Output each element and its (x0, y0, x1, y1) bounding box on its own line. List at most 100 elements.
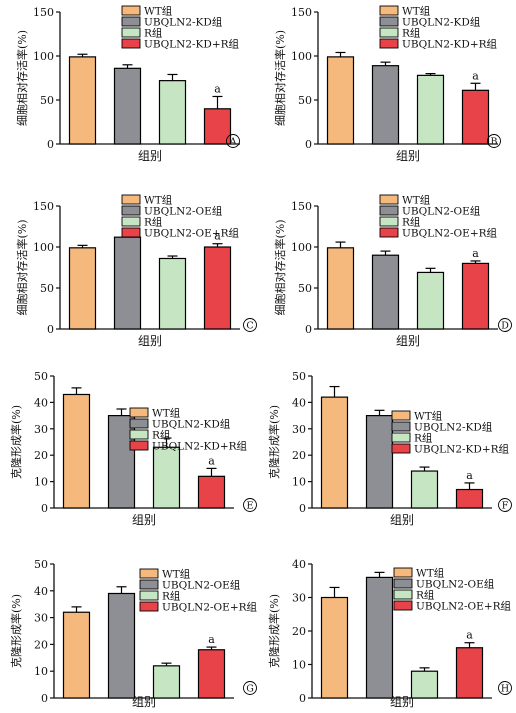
y-tick-label: 0 (47, 323, 54, 336)
legend-label: UBQLN2-KD组 (152, 418, 231, 431)
panel-marker-letter: F (502, 501, 509, 512)
y-tick-label: 30 (34, 612, 48, 625)
y-tick-label: 40 (292, 558, 306, 571)
y-tick-label: 100 (33, 50, 54, 63)
panel-marker-circle (243, 318, 257, 332)
legend-swatch (129, 429, 149, 440)
legend-swatch (379, 27, 399, 38)
panel-marker-circle (498, 318, 512, 332)
bar-2 (107, 592, 136, 699)
significance-label: a (472, 247, 479, 260)
y-tick-label: 150 (33, 6, 54, 19)
bar-3 (152, 446, 181, 509)
x-axis-label: 组别 (390, 513, 414, 527)
panel-marker-letter: B (491, 137, 498, 148)
bar-2 (371, 65, 400, 145)
bar-3 (410, 670, 439, 699)
bar-2 (113, 236, 142, 330)
y-tick-label: 150 (291, 200, 312, 213)
bar-4 (197, 475, 226, 509)
panel-marker-circle (498, 498, 512, 512)
bar-4 (461, 89, 490, 145)
bar-1 (326, 56, 355, 145)
legend-swatch (391, 421, 411, 432)
significance-label: a (472, 69, 479, 82)
panel-marker-circle (243, 498, 257, 512)
legend-label: R组 (144, 27, 163, 40)
y-tick-label: 100 (291, 241, 312, 254)
legend-swatch (391, 410, 411, 421)
y-tick-label: 50 (292, 370, 306, 383)
y-tick-label: 0 (41, 502, 48, 515)
legend-label: R组 (144, 216, 163, 229)
legend-label: WT组 (402, 5, 431, 18)
y-tick-label: 50 (298, 282, 312, 295)
y-tick-label: 0 (47, 138, 54, 151)
legend-label: WT组 (162, 568, 191, 581)
bar-1 (320, 396, 349, 509)
legend-swatch (129, 418, 149, 429)
legend-swatch (379, 194, 399, 205)
y-tick-label: 0 (305, 323, 312, 336)
y-tick-label: 20 (34, 638, 48, 651)
x-axis-label: 组别 (138, 149, 162, 163)
legend-swatch (379, 205, 399, 216)
bar-1 (326, 247, 355, 330)
legend-label: UBQLN2-OE+R组 (416, 600, 512, 613)
legend-swatch (121, 16, 141, 27)
bar-4 (203, 246, 232, 330)
x-axis-label: 组别 (138, 334, 162, 348)
y-tick-label: 20 (292, 449, 306, 462)
y-tick-label: 0 (41, 692, 48, 705)
y-tick-label: 0 (299, 692, 306, 705)
panel-g: 0 10 20 30 40 50 克隆形成率(%) 组别 a WT组UBQLN2-OE组R组UBQ… (9, 558, 258, 709)
significance-label: a (466, 469, 473, 482)
legend-swatch (139, 590, 159, 601)
legend-label: UBQLN2-KD组 (402, 16, 481, 29)
legend-label: UBQLN2-KD+R组 (152, 440, 248, 453)
legend-label: UBQLN2-OE+R组 (144, 227, 240, 240)
legend-label: WT组 (416, 567, 445, 580)
legend-swatch (121, 194, 141, 205)
x-axis-label: 组别 (132, 513, 156, 527)
y-tick-label: 10 (292, 659, 306, 672)
x-axis-label: 组别 (390, 695, 414, 709)
y-tick-label: 10 (34, 665, 48, 678)
panel-marker-circle (226, 134, 240, 148)
bar-3 (416, 74, 445, 145)
panel-h: 0 10 20 30 40 克隆形成率(%) 组别 a WT组UBQLN2-OE组R组UBQLN… (267, 558, 512, 709)
x-axis-label: 组别 (396, 334, 420, 348)
panel-marker-circle (498, 681, 512, 695)
legend-swatch (393, 567, 413, 578)
legend-swatch (121, 216, 141, 227)
significance-label: a (214, 82, 221, 95)
panel-marker-letter: C (246, 321, 253, 332)
bar-2 (365, 415, 394, 509)
legend-label: UBQLN2-KD+R组 (144, 38, 240, 51)
y-tick-label: 100 (33, 241, 54, 254)
panel-c: 0 50 100 150 细胞相对存活率(%) 组别 a WT组UBQLN2-OE组R组UBQ… (15, 194, 257, 348)
x-axis-label: 组别 (396, 149, 420, 163)
y-tick-label: 50 (34, 370, 48, 383)
y-tick-label: 50 (40, 282, 54, 295)
y-tick-label: 0 (299, 502, 306, 515)
panel-marker-circle (243, 681, 257, 695)
legend-label: WT组 (144, 5, 173, 18)
y-axis-label: 克隆形成率(%) (267, 405, 281, 479)
legend-swatch (129, 407, 149, 418)
legend-swatch (379, 216, 399, 227)
legend-label: WT组 (152, 407, 181, 420)
legend-label: UBQLN2-OE+R组 (402, 227, 498, 240)
legend-label: UBQLN2-KD+R组 (402, 38, 498, 51)
panel-marker-letter: E (247, 501, 254, 512)
y-tick-label: 0 (305, 138, 312, 151)
y-tick-label: 100 (291, 50, 312, 63)
panel-b: 0 50 100 150 细胞相对存活率(%) 组别 a WT组UBQLN2-KD组R组UBQ… (273, 5, 501, 163)
legend-swatch (379, 38, 399, 49)
significance-label: a (214, 230, 221, 243)
y-tick-label: 150 (33, 200, 54, 213)
bar-1 (68, 56, 97, 145)
legend-swatch (391, 443, 411, 454)
legend-swatch (139, 568, 159, 579)
